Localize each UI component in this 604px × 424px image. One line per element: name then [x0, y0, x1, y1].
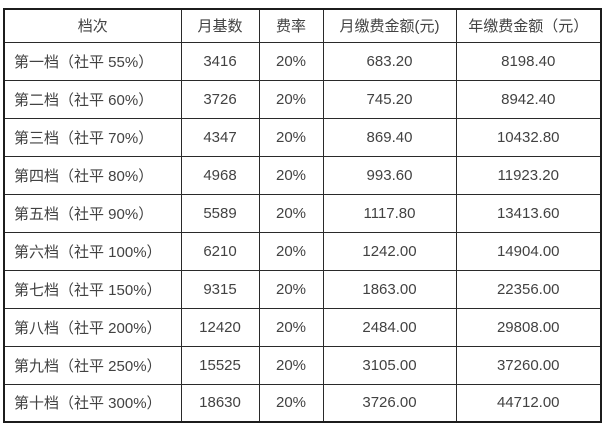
value-cell: 13413.60: [455, 193, 602, 233]
value-cell: 4968: [180, 155, 260, 195]
tier-label-cell: 第七档（社平 150%）: [3, 269, 182, 309]
tier-label-cell: 第十档（社平 300%）: [3, 383, 182, 423]
value-cell: 869.40: [322, 117, 457, 157]
value-cell: 20%: [258, 79, 324, 119]
table-row: 第七档（社平 150%） 9315 20% 1863.00 22356.00: [3, 269, 602, 309]
value-cell: 20%: [258, 269, 324, 309]
value-cell: 745.20: [322, 79, 457, 119]
value-cell: 9315: [180, 269, 260, 309]
payment-tier-table: 档次 月基数 费率 月缴费金额(元) 年缴费金额（元） 第一档（社平 55%） 3…: [3, 8, 602, 423]
value-cell: 20%: [258, 117, 324, 157]
value-cell: 12420: [180, 307, 260, 347]
value-cell: 8198.40: [455, 41, 602, 81]
tier-label-cell: 第三档（社平 70%）: [3, 117, 182, 157]
header-cell-tier: 档次: [3, 8, 182, 43]
value-cell: 37260.00: [455, 345, 602, 385]
table-row: 第四档（社平 80%） 4968 20% 993.60 11923.20: [3, 155, 602, 195]
value-cell: 4347: [180, 117, 260, 157]
tier-label-cell: 第一档（社平 55%）: [3, 41, 182, 81]
value-cell: 20%: [258, 41, 324, 81]
table-row: 第二档（社平 60%） 3726 20% 745.20 8942.40: [3, 79, 602, 119]
value-cell: 3416: [180, 41, 260, 81]
value-cell: 29808.00: [455, 307, 602, 347]
value-cell: 3726.00: [322, 383, 457, 423]
header-cell-monthly-base: 月基数: [180, 8, 260, 43]
value-cell: 44712.00: [455, 383, 602, 423]
value-cell: 20%: [258, 155, 324, 195]
value-cell: 20%: [258, 307, 324, 347]
value-cell: 683.20: [322, 41, 457, 81]
value-cell: 18630: [180, 383, 260, 423]
tier-label-cell: 第六档（社平 100%）: [3, 231, 182, 271]
value-cell: 3726: [180, 79, 260, 119]
table-row: 第六档（社平 100%） 6210 20% 1242.00 14904.00: [3, 231, 602, 271]
tier-label-cell: 第四档（社平 80%）: [3, 155, 182, 195]
table-row: 第五档（社平 90%） 5589 20% 1117.80 13413.60: [3, 193, 602, 233]
value-cell: 14904.00: [455, 231, 602, 271]
header-cell-annual-amount: 年缴费金额（元）: [455, 8, 602, 43]
table-row: 第十档（社平 300%） 18630 20% 3726.00 44712.00: [3, 383, 602, 423]
value-cell: 2484.00: [322, 307, 457, 347]
value-cell: 993.60: [322, 155, 457, 195]
value-cell: 11923.20: [455, 155, 602, 195]
value-cell: 3105.00: [322, 345, 457, 385]
value-cell: 6210: [180, 231, 260, 271]
header-cell-monthly-amount: 月缴费金额(元): [322, 8, 457, 43]
table-row: 第三档（社平 70%） 4347 20% 869.40 10432.80: [3, 117, 602, 157]
value-cell: 20%: [258, 383, 324, 423]
table-body: 第一档（社平 55%） 3416 20% 683.20 8198.40 第二档（社平 60…: [3, 41, 602, 423]
value-cell: 8942.40: [455, 79, 602, 119]
tier-label-cell: 第二档（社平 60%）: [3, 79, 182, 119]
tier-label-cell: 第八档（社平 200%）: [3, 307, 182, 347]
value-cell: 1242.00: [322, 231, 457, 271]
value-cell: 1863.00: [322, 269, 457, 309]
tier-label-cell: 第五档（社平 90%）: [3, 193, 182, 233]
value-cell: 5589: [180, 193, 260, 233]
header-row: 档次 月基数 费率 月缴费金额(元) 年缴费金额（元）: [3, 8, 602, 43]
value-cell: 20%: [258, 231, 324, 271]
tier-label-cell: 第九档（社平 250%）: [3, 345, 182, 385]
table-row: 第一档（社平 55%） 3416 20% 683.20 8198.40: [3, 41, 602, 81]
value-cell: 1117.80: [322, 193, 457, 233]
table-row: 第八档（社平 200%） 12420 20% 2484.00 29808.00: [3, 307, 602, 347]
table-row: 第九档（社平 250%） 15525 20% 3105.00 37260.00: [3, 345, 602, 385]
value-cell: 22356.00: [455, 269, 602, 309]
header-cell-rate: 费率: [258, 8, 324, 43]
value-cell: 10432.80: [455, 117, 602, 157]
value-cell: 20%: [258, 345, 324, 385]
value-cell: 20%: [258, 193, 324, 233]
value-cell: 15525: [180, 345, 260, 385]
